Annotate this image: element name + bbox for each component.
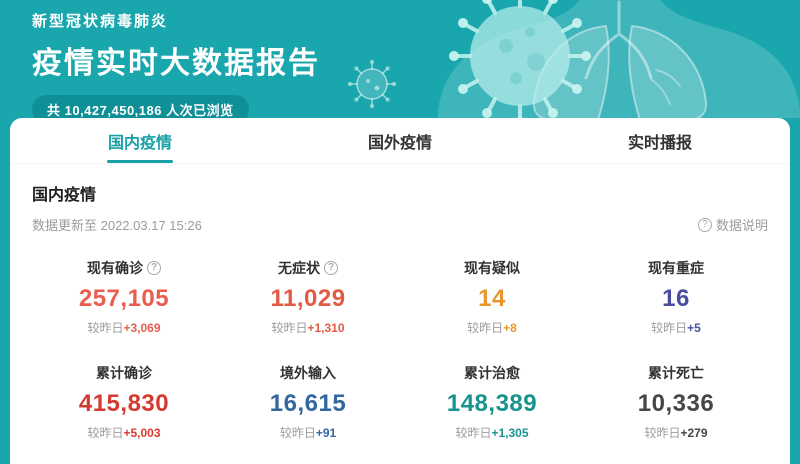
active-tab-underline	[107, 160, 173, 163]
stat-delta: +3,069	[123, 321, 161, 335]
stat-delta: +279	[680, 426, 708, 440]
header-tagline: 新型冠状病毒肺炎	[32, 13, 169, 30]
tab-bar: 国内疫情 国外疫情 实时播报	[10, 118, 790, 164]
stat-value: 16	[662, 285, 690, 312]
stat-delta: +91	[315, 426, 337, 440]
stat-delta: +1,310	[307, 321, 345, 335]
help-icon[interactable]: ?	[324, 261, 338, 275]
stat-delta: +1,305	[491, 426, 529, 440]
updated-timestamp: 数据更新至 2022.03.17 15:26	[32, 218, 202, 233]
stat-value: 10,336	[637, 390, 715, 417]
stat-imported-cases: 境外输入 16,615 较昨日+91	[216, 363, 400, 441]
stat-current-severe: 现有重症 16 较昨日+5	[584, 258, 768, 336]
stat-value: 148,389	[446, 390, 538, 417]
stat-delta: +5	[687, 321, 701, 335]
stat-value: 14	[478, 285, 506, 312]
data-note-link[interactable]: ? 数据说明	[697, 215, 768, 234]
stat-value: 11,029	[270, 285, 346, 312]
stat-asymptomatic: 无症状? 11,029 较昨日+1,310	[216, 258, 400, 336]
page-header: 新型冠状病毒肺炎 疫情实时大数据报告 共 10,427,450,186 人次已浏…	[0, 0, 800, 118]
stat-delta: +8	[503, 321, 517, 335]
stat-value: 16,615	[269, 390, 347, 417]
stat-current-confirmed: 现有确诊? 257,105 较昨日+3,069	[32, 258, 216, 336]
tab-foreign[interactable]: 国外疫情	[367, 134, 432, 152]
main-card: 国内疫情 国外疫情 实时播报 国内疫情 数据更新至 2022.03.17 15:…	[10, 118, 790, 464]
tab-live-broadcast[interactable]: 实时播报	[627, 134, 692, 152]
stat-cumulative-deaths: 累计死亡 10,336 较昨日+279	[584, 363, 768, 441]
stat-delta: +5,003	[123, 426, 161, 440]
stat-cumulative-cured: 累计治愈 148,389 较昨日+1,305	[400, 363, 584, 441]
stat-cumulative-confirmed: 累计确诊 415,830 较昨日+5,003	[32, 363, 216, 441]
stat-value: 257,105	[78, 285, 170, 312]
views-count-badge: 共 10,427,450,186 人次已浏览	[32, 95, 249, 118]
section-title: 国内疫情	[32, 187, 97, 204]
help-icon: ?	[697, 217, 712, 232]
stat-value: 415,830	[78, 390, 170, 417]
stat-current-suspected: 现有疑似 14 较昨日+8	[400, 258, 584, 336]
stats-grid: 现有确诊? 257,105 较昨日+3,069 无症状? 11,029 较昨日+…	[32, 258, 768, 441]
page-title: 疫情实时大数据报告	[32, 47, 320, 80]
help-icon[interactable]: ?	[147, 261, 161, 275]
tab-domestic[interactable]: 国内疫情	[10, 118, 270, 163]
